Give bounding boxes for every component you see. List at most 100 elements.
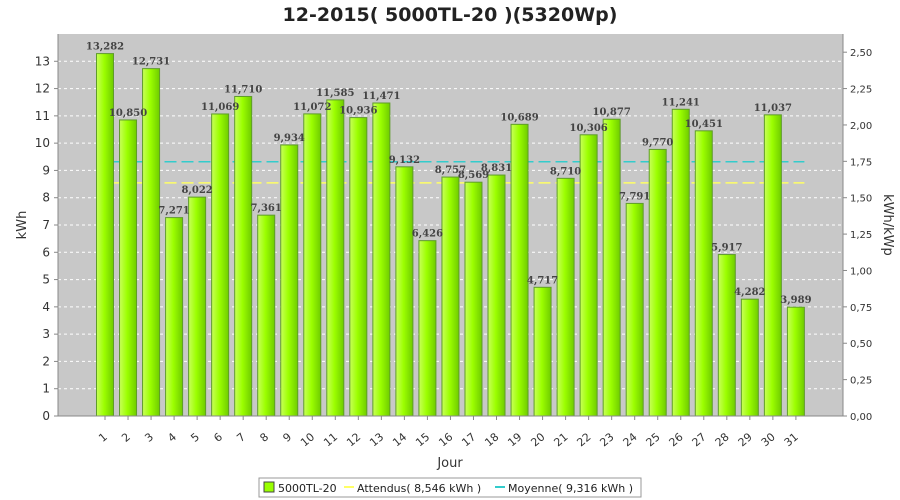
x-axis-title: Jour — [436, 456, 463, 471]
data-label: 8,022 — [181, 185, 212, 196]
y2-tick-label: 1,25 — [850, 230, 872, 241]
bar — [211, 113, 230, 417]
x-tick-label: 7 — [234, 430, 248, 444]
y2-tick-label: 2,50 — [850, 48, 872, 59]
bar — [671, 108, 690, 417]
y2-axis-ticks: 0,00 0,25 0,50 0,75 1,00 1,25 1,50 1,75 2,00 2,25… — [843, 48, 872, 423]
bar — [487, 174, 506, 417]
x-tick-label: 19 — [505, 430, 524, 449]
data-label: 10,306 — [569, 123, 607, 134]
bar — [257, 214, 276, 417]
y-tick-label: 3 — [42, 327, 50, 341]
data-label: 8,710 — [550, 166, 581, 177]
data-label: 10,451 — [685, 119, 723, 130]
x-tick-label: 26 — [667, 430, 686, 449]
x-tick-label: 15 — [413, 430, 432, 449]
bars — [96, 53, 805, 417]
data-label: 11,471 — [362, 91, 400, 102]
x-tick-label: 20 — [528, 430, 547, 449]
data-label: 11,069 — [201, 102, 239, 113]
legend-item-expected: Attendus( 8,546 kWh ) — [357, 482, 481, 495]
y-tick-label: 2 — [42, 354, 50, 368]
x-tick-label: 18 — [482, 430, 501, 449]
x-tick-label: 5 — [188, 430, 202, 444]
x-tick-label: 27 — [690, 430, 709, 449]
bar — [717, 254, 736, 417]
bar — [349, 117, 368, 417]
x-tick-label: 22 — [574, 430, 593, 449]
x-axis-ticks: 1 2 3 4 5 6 7 8 9 10 11 12 13 14 15 16 17 18 19 20 21 22 23 24 2… — [96, 416, 801, 449]
x-tick-label: 4 — [165, 430, 179, 444]
bar — [694, 130, 713, 417]
y-tick-label: 7 — [42, 218, 50, 232]
y2-axis-title: kWh/kWp — [880, 194, 895, 256]
bar — [280, 144, 299, 417]
x-tick-label: 25 — [644, 430, 663, 449]
bar — [602, 118, 621, 417]
y-tick-label: 9 — [42, 163, 50, 177]
y2-tick-label: 0,50 — [850, 339, 872, 350]
bar — [142, 68, 161, 417]
chart-title: 12-2015( 5000TL-20 )(5320Wp) — [283, 4, 618, 26]
data-label: 11,072 — [293, 102, 331, 113]
data-label: 8,569 — [458, 170, 489, 181]
data-label: 4,282 — [734, 287, 765, 298]
legend-item-average: Moyenne( 9,316 kWh ) — [508, 482, 633, 495]
data-label: 10,689 — [500, 112, 538, 123]
bar — [533, 286, 552, 417]
y-tick-label: 8 — [42, 191, 50, 205]
bar — [625, 202, 644, 417]
data-label: 10,877 — [593, 107, 631, 118]
data-label: 8,757 — [435, 165, 466, 176]
data-label: 3,989 — [780, 295, 811, 306]
data-label: 13,282 — [86, 42, 124, 53]
data-label: 10,936 — [339, 106, 377, 117]
x-tick-label: 3 — [142, 430, 156, 444]
data-label: 11,710 — [224, 84, 262, 95]
x-tick-label: 16 — [436, 430, 455, 449]
bar — [165, 217, 184, 417]
x-tick-label: 10 — [298, 430, 317, 449]
y-tick-label: 11 — [35, 109, 50, 123]
legend: 5000TL-20 Attendus( 8,546 kWh ) Moyenne(… — [258, 477, 642, 498]
x-tick-label: 23 — [598, 430, 617, 449]
data-label: 6,426 — [412, 229, 443, 240]
y-tick-label: 5 — [42, 273, 50, 287]
y2-tick-label: 1,00 — [850, 266, 872, 277]
x-tick-label: 24 — [621, 430, 640, 449]
x-tick-label: 11 — [321, 430, 340, 449]
y-tick-label: 6 — [42, 245, 50, 259]
x-tick-label: 12 — [344, 430, 363, 449]
data-label: 7,271 — [158, 206, 189, 217]
bar — [556, 177, 575, 417]
bar — [510, 123, 529, 417]
x-tick-label: 17 — [459, 430, 478, 449]
y-axis-title: kWh — [15, 211, 30, 240]
x-tick-label: 14 — [390, 430, 409, 449]
y-tick-label: 4 — [42, 300, 50, 314]
x-tick-label: 21 — [551, 430, 570, 449]
bar — [372, 102, 391, 417]
data-label: 7,791 — [619, 191, 650, 202]
y-tick-label: 13 — [35, 54, 50, 68]
data-label: 8,831 — [481, 163, 512, 174]
data-label: 5,917 — [711, 243, 742, 254]
x-tick-label: 28 — [713, 430, 732, 449]
data-labels: 13,282 10,850 12,731 7,271 8,022 11,069 11,710… — [86, 42, 812, 307]
y-tick-label: 1 — [42, 382, 50, 396]
y2-tick-label: 1,75 — [850, 157, 872, 168]
bar — [418, 240, 437, 417]
x-tick-label: 9 — [280, 430, 294, 444]
bar — [234, 95, 253, 417]
bar — [464, 181, 483, 417]
data-label: 10,850 — [109, 108, 147, 119]
y-tick-label: 10 — [35, 136, 50, 150]
y2-tick-label: 0,75 — [850, 303, 872, 314]
x-tick-label: 1 — [96, 430, 110, 444]
legend-item-bar: 5000TL-20 — [278, 482, 337, 495]
y2-tick-label: 0,00 — [850, 412, 872, 423]
data-label: 9,770 — [642, 137, 673, 148]
legend-swatch-bar — [263, 481, 275, 493]
